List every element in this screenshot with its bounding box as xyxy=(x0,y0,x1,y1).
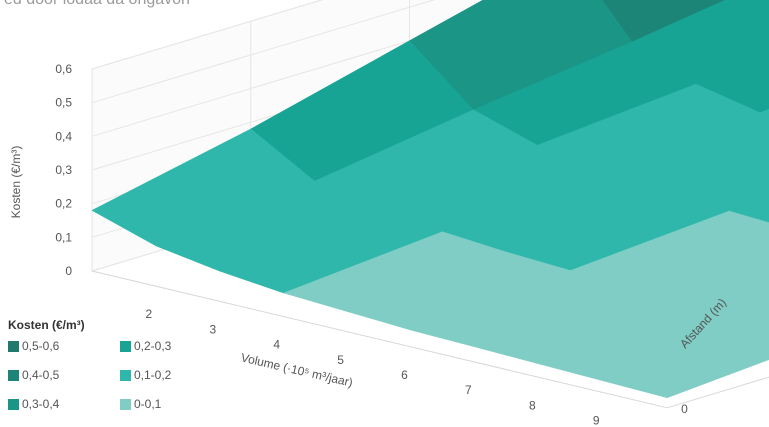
z-tick-label: 0,4 xyxy=(55,129,72,143)
cost-surface xyxy=(91,0,769,399)
x-axis-line xyxy=(91,270,668,409)
legend-item: 0,1-0,2 xyxy=(120,368,232,382)
x-tick-label: 9 xyxy=(593,414,600,427)
legend-swatch xyxy=(8,398,19,410)
x-tick-label: 6 xyxy=(401,368,408,382)
gridline xyxy=(91,0,436,104)
x-tick-label: 2 xyxy=(146,307,153,321)
legend-swatch xyxy=(120,398,131,410)
z-tick-label: 0,2 xyxy=(55,197,72,211)
legend-item: 0,2-0,3 xyxy=(120,339,232,353)
legend-label: 0,2-0,3 xyxy=(134,339,172,353)
legend-label: 0-0,1 xyxy=(134,397,162,411)
surface-patch xyxy=(602,320,769,399)
legend-item: 0,5-0,6 xyxy=(8,339,120,353)
surface-patch xyxy=(761,318,769,324)
x-tick-label: 3 xyxy=(209,322,216,336)
gridline xyxy=(91,0,547,137)
x-tick-label: 5 xyxy=(337,353,344,367)
legend-label: 0,3-0,4 xyxy=(22,397,60,411)
legend-items: 0,5-0,6 0,2-0,3 0,4-0,5 0,1-0,2 0,3-0,4 0-0,1 xyxy=(8,339,238,411)
x-tick-label: 8 xyxy=(529,398,536,412)
z-tick-label: 0,3 xyxy=(55,163,72,177)
legend: Kosten (€/m³) 0,5-0,6 0,2-0,3 0,4-0,5 0,1-0… xyxy=(8,318,238,411)
y-tick-label: 0 xyxy=(681,402,688,416)
legend-swatch xyxy=(8,340,19,352)
z-tick-label: 0,5 xyxy=(55,96,72,110)
z-tick-label: 0 xyxy=(65,264,72,278)
z-tick-label: 0,6 xyxy=(55,62,72,76)
legend-label: 0,1-0,2 xyxy=(134,368,172,382)
z-tick-label: 0,1 xyxy=(55,230,72,244)
x-tick-label: 4 xyxy=(273,338,280,352)
z-axis-label: Kosten (€/m³) xyxy=(9,146,23,219)
legend-title: Kosten (€/m³) xyxy=(8,318,85,332)
legend-item: 0-0,1 xyxy=(120,397,232,411)
gridline xyxy=(91,0,324,70)
x-tick-label: 7 xyxy=(465,383,472,397)
legend-label: 0,4-0,5 xyxy=(22,368,60,382)
chart-axes xyxy=(91,270,769,409)
legend-swatch xyxy=(120,369,131,381)
tick-labels: 00,10,20,30,40,50,6234567891002500500075… xyxy=(55,62,688,427)
surface-patch xyxy=(759,108,769,117)
legend-swatch xyxy=(120,340,131,352)
legend-item: 0,3-0,4 xyxy=(8,397,120,411)
caption-fragment: ed door lodaa da ongavoh xyxy=(4,0,190,9)
surface-patch xyxy=(728,196,769,224)
legend-label: 0,5-0,6 xyxy=(22,339,60,353)
legend-item: 0,4-0,5 xyxy=(8,368,120,382)
legend-swatch xyxy=(8,369,19,381)
